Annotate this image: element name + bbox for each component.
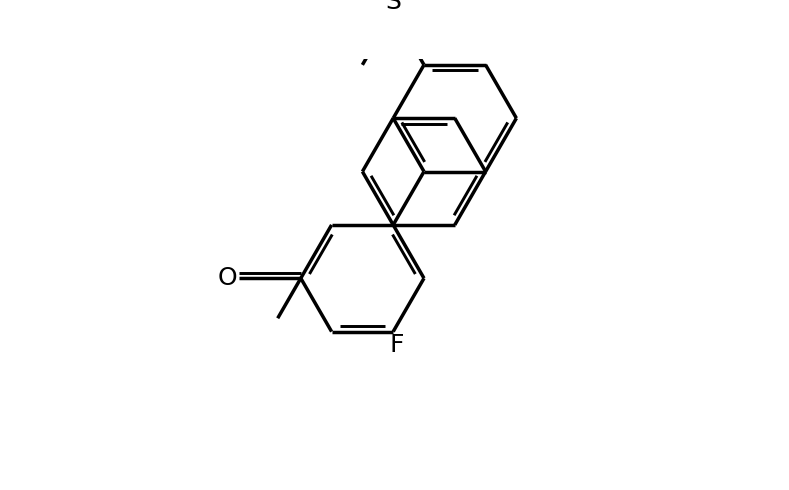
Text: F: F bbox=[390, 334, 404, 358]
Text: S: S bbox=[385, 0, 401, 14]
Text: O: O bbox=[218, 266, 237, 290]
